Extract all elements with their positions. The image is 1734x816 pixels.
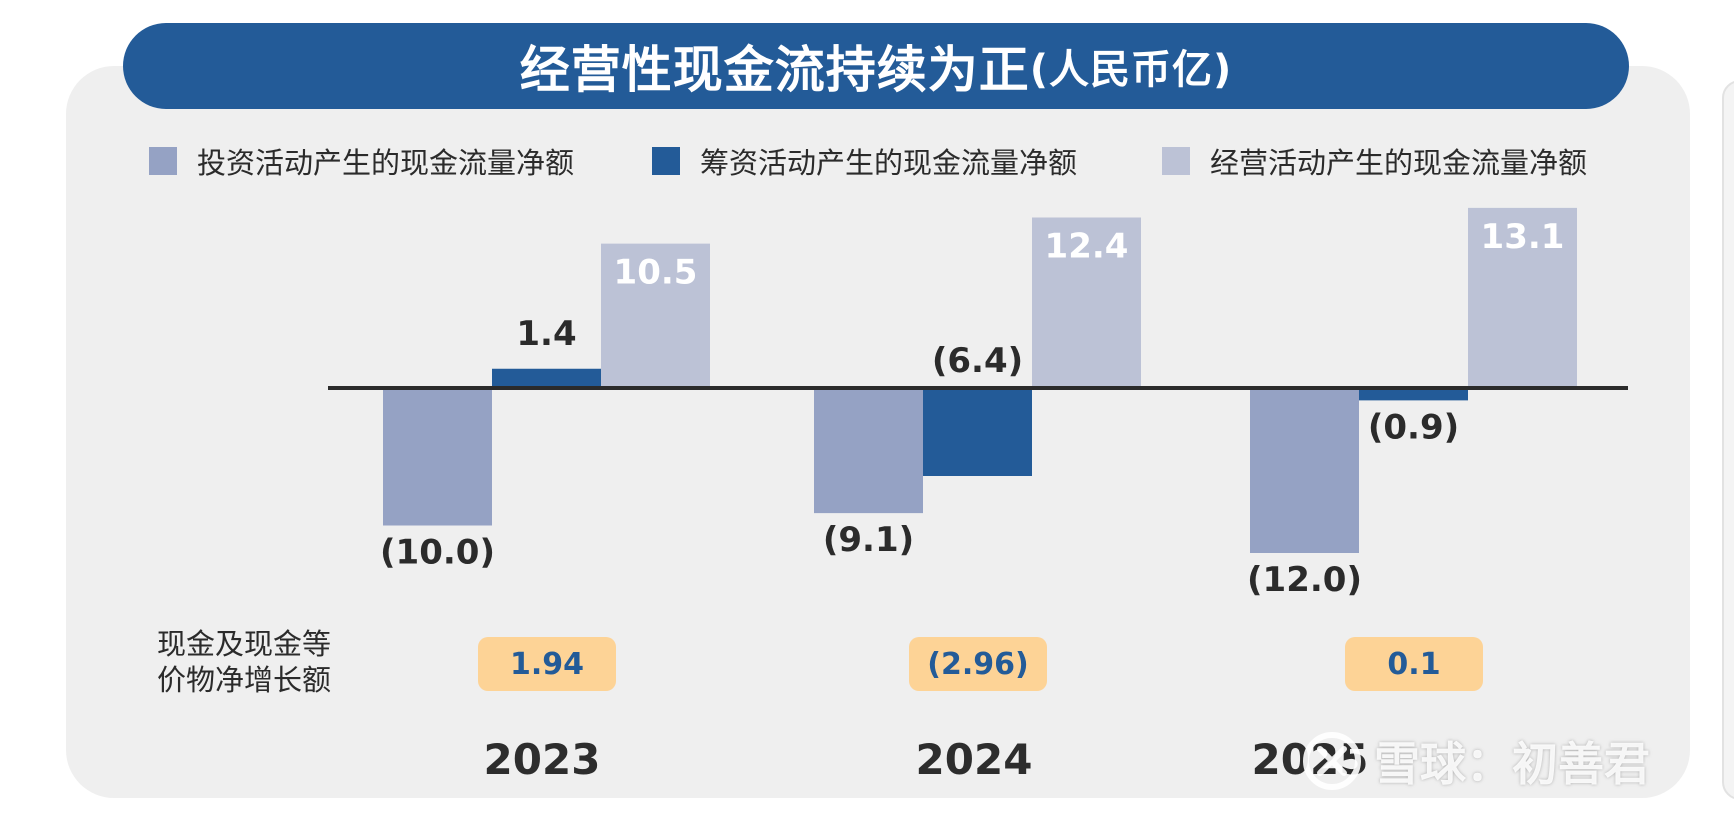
- chart-title-unit: (人民币亿): [1029, 47, 1233, 93]
- bar-label-2024-series-0: (9.1): [823, 520, 914, 560]
- bar-label-2023-series-1: 1.4: [516, 314, 576, 354]
- bar-2025-series-2: [1468, 207, 1577, 388]
- bar-label-2023-series-0: (10.0): [380, 533, 495, 573]
- net-change-label-line1: 现金及现金等: [157, 627, 332, 661]
- year-label-2024: 2024: [915, 735, 1033, 784]
- bar-2023-series-1: [492, 368, 601, 388]
- bar-label-2025-series-2: 13.1: [1481, 217, 1565, 257]
- bar-2025-series-1: [1359, 388, 1468, 401]
- legend-item-investing: 投资活动产生的现金流量净额: [149, 141, 574, 181]
- bar-2023-series-2: [601, 243, 710, 388]
- bar-label-2025-series-1: (0.9): [1368, 407, 1459, 447]
- legend-swatch-financing: [652, 147, 680, 175]
- net-change-badge-2023: 1.94: [478, 637, 616, 691]
- legend-swatch-investing: [149, 147, 177, 175]
- bar-label-2024-series-2: 12.4: [1045, 227, 1129, 267]
- net-change-label: 现金及现金等 价物净增长额: [157, 626, 357, 698]
- legend-label-operating: 经营活动产生的现金流量净额: [1210, 146, 1588, 180]
- legend-item-financing: 筹资活动产生的现金流量净额: [652, 141, 1077, 181]
- title-banner: 经营性现金流持续为正 (人民币亿): [123, 23, 1629, 109]
- net-change-badge-2025: 0.1: [1345, 637, 1483, 691]
- bar-2024-series-2: [1032, 217, 1141, 388]
- watermark: 雪球：初善君: [1302, 728, 1650, 794]
- snowball-logo-icon: [1303, 732, 1361, 790]
- legend-label-financing: 筹资活动产生的现金流量净额: [700, 146, 1078, 180]
- bar-label-2023-series-2: 10.5: [614, 253, 698, 293]
- chart-title: 经营性现金流持续为正: [519, 41, 1030, 99]
- bar-label-2025-series-0: (12.0): [1247, 560, 1362, 600]
- watermark-text: 雪球：初善君: [1374, 737, 1650, 791]
- legend-label-investing: 投资活动产生的现金流量净额: [197, 146, 575, 180]
- bar-2025-series-0: [1250, 388, 1359, 553]
- legend-item-operating: 经营活动产生的现金流量净额: [1162, 141, 1587, 181]
- legend-swatch-operating: [1162, 147, 1190, 175]
- net-change-badge-2024: (2.96): [909, 637, 1047, 691]
- bar-label-2024-series-1: (6.4): [932, 341, 1023, 381]
- bar-2023-series-0: [383, 388, 492, 526]
- net-change-label-line2: 价物净增长额: [157, 663, 332, 697]
- year-label-2023: 2023: [483, 735, 601, 784]
- bar-2024-series-0: [814, 388, 923, 514]
- bar-2024-series-1: [923, 388, 1032, 476]
